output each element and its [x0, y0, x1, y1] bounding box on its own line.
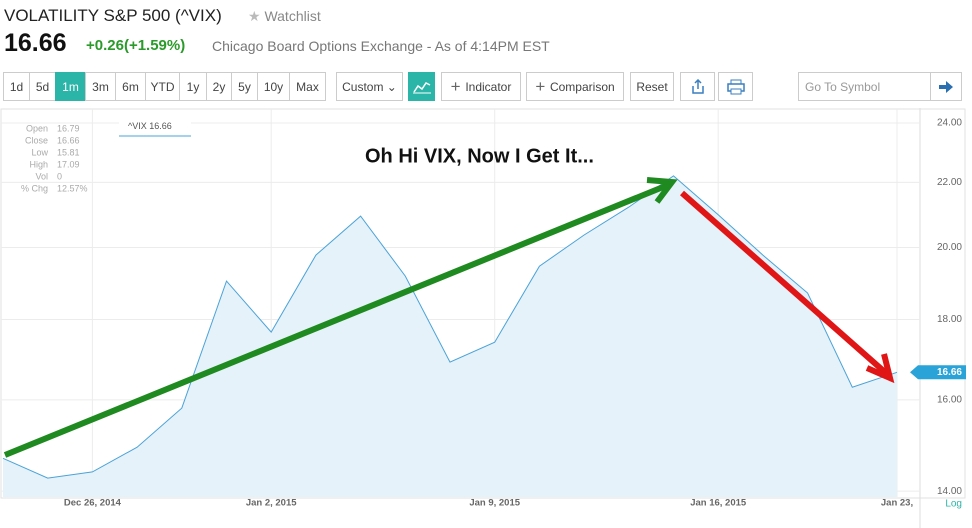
info-value: 15.81: [57, 147, 80, 157]
range-button[interactable]: YTD: [145, 72, 180, 101]
info-label: Low: [31, 147, 48, 157]
info-label: Open: [26, 123, 48, 133]
line: [2, 175, 898, 479]
reset-label: Reset: [636, 79, 668, 94]
green-arrow: [3, 177, 678, 458]
share-icon: [691, 78, 704, 94]
x-tick-label: Jan 9, 2015: [469, 498, 520, 509]
scale-label[interactable]: Log: [945, 499, 962, 510]
comparison-label: Comparison: [549, 79, 615, 94]
range-button[interactable]: 2y: [206, 72, 232, 101]
legend-value: 16.66: [149, 121, 172, 131]
watchlist-label: Watchlist: [264, 8, 321, 24]
chart-type-button[interactable]: [408, 72, 435, 101]
indicator-label: Indicator: [465, 79, 512, 94]
y-tick-label: 22.00: [937, 177, 962, 188]
annotation: Oh Hi VIX, Now I Get It...: [365, 145, 594, 167]
series: [2, 175, 898, 497]
red-arrow: [680, 190, 895, 384]
legend-box: [119, 119, 191, 135]
info-label: Close: [25, 135, 48, 145]
symbol-search[interactable]: Go To Symbol: [798, 72, 931, 101]
y-tick-label: 16.00: [937, 395, 962, 406]
go-icon: [939, 80, 953, 93]
search-go[interactable]: [930, 72, 962, 101]
search-placeholder: Go To Symbol: [805, 79, 881, 94]
range-button[interactable]: 1d: [3, 72, 30, 101]
arrow-head: [646, 177, 678, 204]
reset-button[interactable]: Reset: [630, 72, 674, 101]
range-button[interactable]: 6m: [115, 72, 146, 101]
info-label: % Chg: [21, 183, 48, 193]
y-tick-label: 18.00: [937, 314, 962, 325]
custom-label: Custom: [342, 79, 384, 94]
chart-icon: [412, 81, 431, 93]
info-value: 16.66: [57, 135, 80, 145]
chart: Open 16.79 Close 16.66 Low 15.81 High 17.09 Vol 0…: [0, 108, 966, 528]
arrow-shaft: [680, 190, 889, 377]
y-tick-label: 14.00: [937, 486, 962, 497]
range-button[interactable]: 3m: [85, 72, 116, 101]
title: VOLATILITY S&P 500 (^VIX): [4, 6, 222, 25]
x-tick-label: Jan 16, 2015: [690, 498, 747, 509]
arrow-shaft: [3, 182, 670, 458]
watchlist[interactable]: ★ Watchlist: [248, 8, 321, 24]
range-button[interactable]: 1y: [179, 72, 207, 101]
plot-frame: [0, 108, 966, 499]
info-value: 17.09: [57, 159, 80, 169]
change: +0.26(+1.59%): [86, 37, 186, 54]
range-button[interactable]: 5y: [231, 72, 258, 101]
y-tick-label: 24.00: [937, 118, 962, 129]
arrow-head: [865, 353, 895, 384]
legend-label: ^VIX 16.66: [128, 121, 172, 131]
x-tick-label: Jan 2, 2015: [246, 498, 297, 509]
x-tick-label: Jan 23,: [881, 498, 913, 509]
range-button[interactable]: 1m: [55, 72, 86, 101]
info-value: 0: [57, 171, 62, 181]
last-value-tag: [910, 365, 966, 380]
last-value-label: 16.66: [937, 367, 962, 378]
price: 16.66: [4, 29, 67, 57]
range-button[interactable]: 5d: [29, 72, 56, 101]
legend-name: ^VIX: [128, 121, 147, 131]
range-button[interactable]: 10y: [257, 72, 290, 101]
area: [3, 175, 897, 497]
y-tick-label: 20.00: [937, 242, 962, 253]
range-button[interactable]: Max: [289, 72, 326, 101]
custom-button[interactable]: Custom ⌄: [336, 72, 403, 101]
comparison-button[interactable]: + Comparison: [526, 72, 624, 101]
info-label: High: [29, 159, 48, 169]
info-value: 12.57%: [57, 183, 88, 193]
print-icon: [726, 79, 745, 94]
info-value: 16.79: [57, 123, 80, 133]
info-label: Vol: [35, 171, 48, 181]
share-button[interactable]: [680, 72, 715, 101]
indicator-button[interactable]: + Indicator: [441, 72, 521, 101]
print-button[interactable]: [718, 72, 753, 101]
x-tick-label: Dec 26, 2014: [64, 498, 122, 509]
info-panel: Open 16.79 Close 16.66 Low 15.81 High 17.09 Vol 0…: [21, 123, 88, 193]
exchange: Chicago Board Options Exchange - As of 4…: [212, 38, 550, 54]
